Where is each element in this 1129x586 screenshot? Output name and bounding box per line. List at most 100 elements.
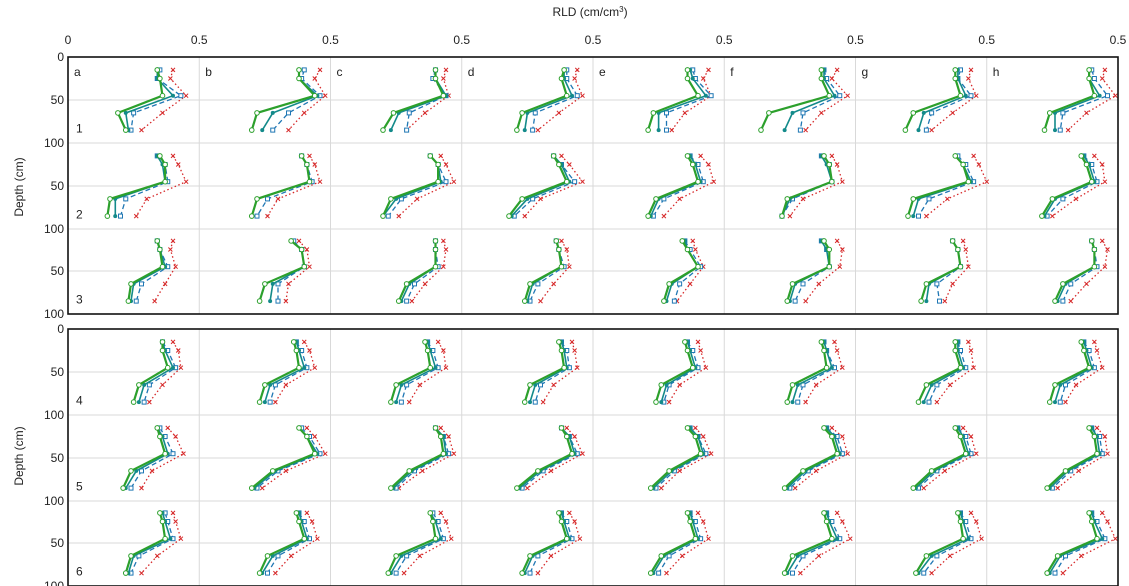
series-marker-green bbox=[687, 518, 693, 525]
series-marker-green bbox=[130, 399, 137, 405]
series-marker-red bbox=[304, 425, 310, 431]
series-marker-green bbox=[829, 178, 835, 185]
series-marker-green bbox=[779, 213, 785, 219]
frame-layer bbox=[67, 56, 1119, 586]
series-marker-red bbox=[567, 264, 572, 270]
series-marker-red bbox=[551, 281, 556, 287]
series-marker-green bbox=[432, 425, 439, 431]
series-marker-red bbox=[1094, 425, 1100, 431]
series-marker-red bbox=[968, 510, 974, 516]
series-marker-green bbox=[658, 553, 665, 559]
series-marker-blue bbox=[267, 399, 273, 405]
series-marker-green bbox=[256, 570, 263, 576]
series-marker-teal bbox=[832, 93, 837, 98]
series-marker-blue bbox=[141, 399, 147, 405]
series-marker-green bbox=[684, 510, 691, 516]
series-marker-green bbox=[311, 450, 318, 457]
series-marker-red bbox=[1065, 127, 1071, 133]
series-marker-blue bbox=[1060, 196, 1066, 202]
series-marker-green bbox=[1060, 281, 1066, 287]
series-marker-red bbox=[1092, 339, 1097, 345]
series-marker-green bbox=[388, 485, 394, 491]
series-marker-green bbox=[1044, 485, 1050, 491]
series-marker-green bbox=[1091, 433, 1098, 440]
series-marker-red bbox=[147, 399, 152, 405]
series-marker-blue bbox=[118, 213, 123, 219]
series-marker-blue bbox=[1068, 281, 1074, 287]
series-marker-red bbox=[966, 264, 971, 270]
series-marker-red bbox=[414, 196, 420, 202]
series-marker-red bbox=[840, 365, 845, 371]
series-marker-red bbox=[1099, 365, 1105, 371]
series-marker-red bbox=[417, 382, 423, 388]
series-marker-red bbox=[1105, 247, 1110, 252]
row-label: 2 bbox=[76, 208, 83, 222]
label-layer: 0 0.5 0.5 0.5 0.5 0.5 0.5 0.5 0.5050100501005010… bbox=[44, 33, 1127, 586]
series-marker-green bbox=[923, 382, 930, 388]
series-marker-green bbox=[682, 339, 688, 345]
series-marker-blue bbox=[664, 110, 669, 116]
series-marker-green bbox=[1086, 510, 1092, 516]
series-marker-red bbox=[396, 213, 402, 219]
series-marker-red bbox=[929, 570, 934, 576]
series-marker-green bbox=[395, 298, 402, 304]
series-marker-green bbox=[821, 425, 827, 431]
series-marker-red bbox=[317, 179, 323, 185]
series-marker-red bbox=[580, 451, 585, 457]
series-marker-red bbox=[288, 553, 294, 559]
series-marker-red bbox=[175, 348, 181, 353]
series-marker-red bbox=[837, 264, 843, 270]
series-marker-blue bbox=[677, 281, 683, 287]
series-marker-green bbox=[556, 161, 562, 168]
series-marker-red bbox=[1092, 153, 1097, 159]
series-marker-green bbox=[923, 281, 930, 287]
x-axis-title: RLD (cm/cm3) bbox=[552, 5, 627, 19]
series-line-blue bbox=[277, 240, 306, 302]
series-marker-red bbox=[322, 93, 328, 99]
series-marker-red bbox=[968, 67, 974, 73]
y-tick-label: 50 bbox=[51, 536, 65, 550]
series-line-red bbox=[668, 341, 707, 403]
series-marker-teal bbox=[835, 536, 840, 541]
series-marker-green bbox=[521, 298, 528, 304]
series-marker-green bbox=[120, 485, 126, 491]
series-marker-green bbox=[784, 196, 791, 202]
series-marker-green bbox=[506, 213, 512, 219]
series-marker-green bbox=[653, 399, 659, 405]
series-marker-red bbox=[698, 153, 703, 159]
series-marker-green bbox=[821, 347, 827, 354]
series-line-blue bbox=[1046, 155, 1098, 217]
series-marker-red bbox=[173, 519, 178, 524]
series-marker-green bbox=[684, 246, 691, 253]
series-marker-green bbox=[306, 178, 313, 185]
series-marker-red bbox=[315, 536, 320, 542]
series-marker-red bbox=[173, 434, 178, 439]
series-marker-teal bbox=[1097, 93, 1102, 98]
series-marker-green bbox=[558, 518, 565, 525]
series-marker-green bbox=[296, 364, 302, 371]
series-marker-green bbox=[157, 153, 163, 159]
series-marker-green bbox=[122, 127, 129, 133]
series-marker-red bbox=[409, 298, 415, 304]
series-marker-green bbox=[136, 382, 142, 388]
series-marker-green bbox=[304, 433, 310, 440]
series-marker-green bbox=[821, 153, 827, 159]
series-marker-green bbox=[661, 298, 667, 304]
series-marker-teal bbox=[268, 299, 273, 304]
series-line-red bbox=[1064, 341, 1104, 403]
series-marker-blue bbox=[406, 110, 412, 116]
series-marker-red bbox=[800, 196, 806, 202]
series-marker-red bbox=[441, 76, 446, 81]
series-marker-teal bbox=[522, 128, 527, 133]
series-line-blue bbox=[655, 427, 707, 489]
series-marker-green bbox=[563, 433, 570, 440]
series-marker-green bbox=[957, 518, 964, 525]
series-marker-green bbox=[1046, 110, 1053, 116]
series-marker-green bbox=[647, 485, 654, 491]
series-marker-green bbox=[254, 110, 260, 116]
series-marker-green bbox=[527, 382, 533, 388]
y-axis-title-top: Depth (cm) bbox=[12, 157, 26, 216]
series-marker-red bbox=[787, 213, 793, 219]
series-marker-green bbox=[823, 518, 830, 525]
series-marker-green bbox=[1078, 153, 1085, 159]
